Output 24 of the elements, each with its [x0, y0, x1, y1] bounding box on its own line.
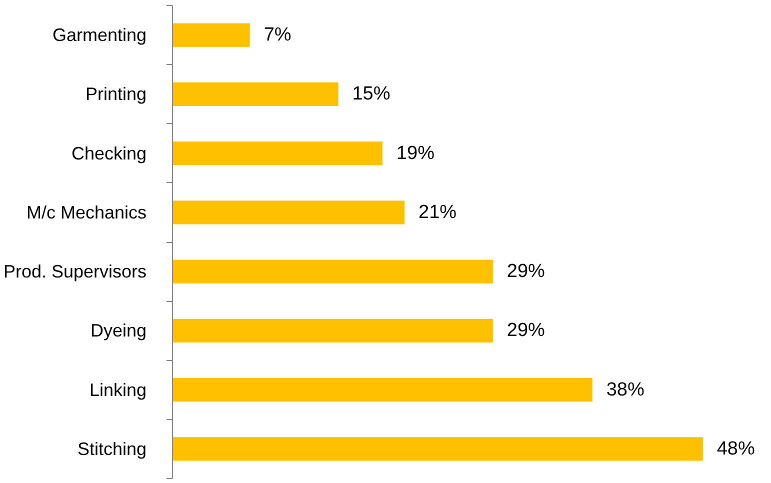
data-label: 7%: [264, 24, 292, 46]
data-label: 19%: [396, 142, 435, 164]
y-tick-label: Linking: [89, 380, 147, 400]
data-label: 38%: [606, 379, 644, 400]
y-tick-label: Stitching: [77, 438, 147, 459]
y-tick-label: Printing: [85, 84, 146, 104]
data-label: 29%: [506, 320, 546, 342]
bar: [172, 23, 250, 47]
bar: [172, 378, 592, 402]
data-label: 21%: [418, 202, 457, 223]
y-tick-label: Garmenting: [52, 25, 147, 46]
data-label: 48%: [716, 438, 755, 460]
data-label: 29%: [506, 261, 546, 282]
y-tick-label: Checking: [71, 143, 147, 164]
bar: [172, 141, 382, 166]
bar: [172, 437, 703, 461]
data-label: 15%: [352, 84, 390, 105]
bar: [172, 200, 405, 224]
bar: [172, 82, 338, 106]
y-tick-label: Dyeing: [90, 320, 146, 341]
y-tick-label: M/c Mechanics: [26, 202, 147, 222]
bar: [172, 260, 493, 284]
y-tick-label: Prod. Supervisors: [3, 262, 147, 282]
bar: [172, 318, 493, 343]
